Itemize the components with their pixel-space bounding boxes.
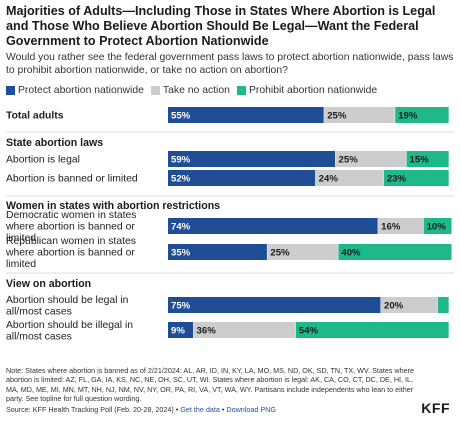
chart-note: Note: States where abortion is banned as… bbox=[6, 366, 415, 404]
bar-segment-prohibit bbox=[295, 322, 449, 338]
chart-source: Source: KFF Health Tracking Poll (Feb. 2… bbox=[6, 405, 276, 414]
data-label: 40% bbox=[341, 248, 361, 259]
bar-segment-prohibit bbox=[423, 218, 452, 234]
legend-label-prohibit: Prohibit abortion nationwide bbox=[248, 84, 378, 96]
data-label: 59% bbox=[171, 155, 191, 166]
legend-label-no-action: Take no action bbox=[162, 84, 230, 96]
bar-segment-no-action bbox=[267, 244, 338, 260]
download-png-link[interactable]: Download PNG bbox=[226, 405, 276, 414]
bar-segment-prohibit bbox=[383, 170, 449, 186]
data-label: 25% bbox=[339, 155, 359, 166]
kff-logo: KFF bbox=[421, 400, 450, 416]
bar-segment-no-action bbox=[193, 322, 296, 338]
legend-swatch-protect bbox=[6, 85, 15, 95]
row-label: all/most cases bbox=[6, 331, 72, 342]
data-label: 52% bbox=[171, 174, 191, 185]
bar-segment-prohibit bbox=[406, 151, 449, 167]
bar-segment-protect bbox=[168, 218, 378, 234]
legend-item-protect: Protect abortion nationwide bbox=[6, 85, 144, 96]
source-text: Source: KFF Health Tracking Poll (Feb. 2… bbox=[6, 405, 181, 414]
bar-segment-no-action bbox=[315, 170, 384, 186]
bar-segment-protect bbox=[168, 297, 381, 313]
data-label: 75% bbox=[171, 301, 191, 312]
legend-label-protect: Protect abortion nationwide bbox=[18, 84, 144, 96]
data-label: 36% bbox=[197, 326, 217, 337]
row-label: Abortion should be legal in bbox=[6, 295, 129, 306]
row-label: Democratic women in states bbox=[6, 210, 137, 221]
bar-segment-no-action bbox=[324, 107, 395, 123]
legend-item-prohibit: Prohibit abortion nationwide bbox=[236, 84, 378, 96]
data-label: 23% bbox=[387, 174, 407, 185]
data-label: 25% bbox=[327, 111, 347, 122]
row-label: where abortion is banned or bbox=[5, 222, 135, 233]
row-label: Abortion is legal bbox=[6, 155, 80, 166]
row-label: Total adults bbox=[6, 111, 64, 122]
group-header: State abortion laws bbox=[6, 137, 103, 149]
data-label: 35% bbox=[171, 248, 191, 259]
data-label: 15% bbox=[410, 155, 430, 166]
data-label: 24% bbox=[319, 174, 339, 185]
data-label: 25% bbox=[270, 248, 290, 259]
group-header: Women in states with abortion restrictio… bbox=[6, 200, 220, 212]
data-label: 10% bbox=[427, 222, 447, 233]
row-label: all/most cases bbox=[6, 306, 72, 317]
legend-swatch-no-action bbox=[150, 85, 160, 95]
data-label: 74% bbox=[171, 222, 191, 233]
group-header: View on abortion bbox=[6, 278, 91, 290]
chart-subtitle: Would you rather see the federal governm… bbox=[6, 52, 454, 76]
source-separator: • bbox=[219, 405, 227, 414]
bar-segment-prohibit bbox=[338, 244, 452, 260]
bar-segment-prohibit bbox=[395, 107, 449, 123]
bar-segment-prohibit bbox=[437, 297, 449, 313]
chart-title: Majorities of Adults—Including Those in … bbox=[6, 4, 436, 48]
bar-segment-no-action bbox=[335, 151, 407, 167]
row-label: limited bbox=[6, 233, 36, 244]
bar-segment-protect bbox=[168, 107, 324, 123]
get-data-link[interactable]: Get the data bbox=[180, 405, 220, 414]
data-label: 55% bbox=[171, 111, 191, 122]
data-label: 54% bbox=[299, 326, 319, 337]
legend-swatch-prohibit bbox=[236, 85, 246, 95]
data-label: 20% bbox=[384, 301, 404, 312]
bar-segment-protect bbox=[168, 244, 267, 260]
data-label: 16% bbox=[381, 222, 401, 233]
row-label: Abortion is banned or limited bbox=[6, 174, 138, 185]
row-label: Abortion should be illegal in bbox=[6, 320, 133, 331]
row-label: Republican women in states bbox=[6, 236, 136, 247]
legend: Protect abortion nationwide Take no acti… bbox=[6, 83, 384, 97]
bar-segment-protect bbox=[168, 151, 336, 167]
legend-item-no-action: Take no action bbox=[150, 84, 230, 96]
row-label: where abortion is banned or bbox=[5, 248, 135, 259]
bar-segment-no-action bbox=[381, 297, 438, 313]
row-label: limited bbox=[6, 259, 36, 270]
data-label: 9% bbox=[171, 326, 185, 337]
bar-segment-no-action bbox=[378, 218, 424, 234]
bar-segment-protect bbox=[168, 170, 316, 186]
data-label: 19% bbox=[398, 111, 418, 122]
bar-segment-protect bbox=[168, 322, 194, 338]
